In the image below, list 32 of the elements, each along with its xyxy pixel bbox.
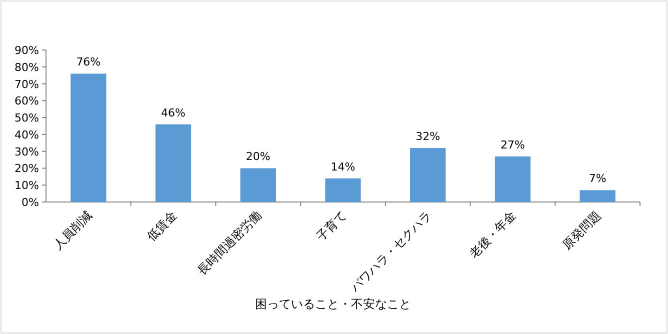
bar <box>325 178 361 202</box>
data-label: 20% <box>246 150 270 164</box>
bar <box>240 168 276 202</box>
y-tick-label: 70% <box>14 78 39 91</box>
x-axis-title: 困っていること・不安なこと <box>255 297 411 311</box>
y-tick-label: 80% <box>14 60 39 74</box>
x-tick-label: 子育て <box>314 208 350 244</box>
x-tick-label: 老後・年金 <box>466 208 519 261</box>
data-label: 27% <box>500 138 525 152</box>
bar <box>410 148 446 202</box>
data-label: 14% <box>330 160 356 174</box>
data-label: 46% <box>161 106 186 120</box>
y-tick-label: 40% <box>14 128 39 142</box>
data-label: 76% <box>76 56 101 69</box>
y-tick-label: 90% <box>14 44 39 57</box>
y-tick-label: 20% <box>14 162 39 176</box>
data-label: 32% <box>416 130 440 143</box>
x-tick-label: 人員削減 <box>50 208 95 252</box>
y-tick-label: 60% <box>14 94 39 108</box>
bar <box>494 156 531 202</box>
bar <box>580 190 616 202</box>
x-tick-label: 長時間過密労働 <box>194 208 264 278</box>
y-tick-label: 50% <box>14 112 39 125</box>
data-label: 7% <box>588 172 606 186</box>
y-tick-label: 30% <box>14 145 39 158</box>
y-tick-label: 0% <box>22 196 39 209</box>
x-tick-label: 原発問題 <box>560 208 604 252</box>
bar <box>155 124 192 202</box>
x-tick-label: 低賃金 <box>144 208 180 244</box>
y-tick-label: 10% <box>14 179 39 192</box>
bar <box>70 74 106 202</box>
x-tick-label: パワハラ・セクハラ <box>347 208 434 296</box>
